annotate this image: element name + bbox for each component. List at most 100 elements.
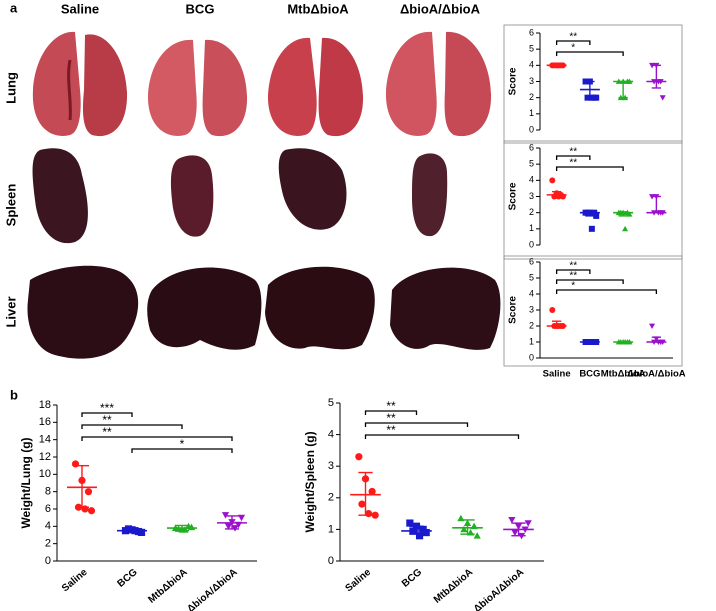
- y-axis-label: Score: [508, 296, 519, 324]
- data-point: [371, 511, 379, 519]
- panel-frame: [503, 24, 683, 144]
- x-tick-label: Saline: [543, 369, 571, 380]
- significance-label: **: [569, 158, 577, 169]
- panel-frame: [503, 140, 683, 260]
- y-tick-label: 10: [39, 468, 51, 480]
- y-tick-label: 1: [529, 223, 534, 233]
- y-tick-label: 18: [39, 399, 51, 411]
- y-tick-label: 16: [39, 416, 51, 428]
- spleen-photo: [412, 153, 448, 237]
- y-tick-label: 2: [529, 207, 534, 217]
- liver-photo: [265, 266, 375, 350]
- significance-bracket: [555, 289, 658, 294]
- column-header: BCG: [186, 1, 215, 16]
- y-tick-label: 5: [529, 159, 534, 169]
- data-point: [71, 460, 80, 468]
- x-tick-label: ΔbioA/ΔbioA: [627, 369, 686, 380]
- y-tick-label: 6: [529, 256, 534, 266]
- y-tick-label: 5: [328, 397, 334, 409]
- significance-bracket: [555, 51, 624, 56]
- y-tick-label: 1: [328, 523, 334, 535]
- significance-label: **: [569, 261, 577, 272]
- spleen-photo: [32, 148, 88, 244]
- y-tick-label: 12: [39, 451, 51, 463]
- liver-photo: [147, 267, 262, 350]
- y-tick-label: 3: [328, 460, 334, 472]
- y-axis-label: Score: [508, 182, 519, 210]
- data-point: [588, 225, 595, 232]
- data-point: [473, 532, 481, 539]
- liver-photo: [390, 267, 501, 350]
- y-tick-label: 3: [529, 76, 534, 86]
- y-tick-label: 1: [529, 108, 534, 118]
- y-tick-label: 5: [529, 44, 534, 54]
- row-label: Lung: [3, 72, 18, 104]
- data-point: [406, 519, 414, 527]
- significance-bracket: [364, 422, 469, 427]
- significance-label: **: [569, 147, 577, 158]
- y-tick-label: 4: [328, 429, 334, 441]
- significance-bracket: [81, 412, 133, 417]
- significance-label: **: [102, 413, 112, 427]
- y-tick-label: 0: [328, 555, 334, 567]
- y-tick-label: 8: [45, 486, 51, 498]
- significance-bracket: [555, 166, 624, 171]
- y-tick-label: 3: [529, 304, 534, 314]
- significance-bracket: [81, 436, 233, 441]
- column-header: MtbΔbioA: [287, 1, 349, 16]
- significance-bracket: [364, 410, 418, 415]
- significance-bracket: [555, 279, 624, 284]
- panel-frame: [503, 255, 683, 367]
- y-axis-label: Weight/Lung (g): [19, 437, 33, 528]
- data-point: [137, 528, 146, 536]
- y-tick-label: 4: [529, 175, 534, 185]
- y-tick-label: 3: [529, 191, 534, 201]
- data-point: [237, 514, 246, 522]
- lung-photo: [147, 39, 248, 137]
- x-tick-label: MtbΔbioA: [601, 369, 646, 380]
- significance-label: ***: [100, 401, 114, 415]
- y-tick-label: 0: [45, 555, 51, 567]
- lung-photo: [32, 31, 128, 137]
- column-header: Saline: [61, 1, 99, 16]
- y-tick-label: 4: [45, 520, 51, 532]
- significance-label: *: [571, 43, 575, 54]
- data-point: [508, 517, 516, 524]
- data-point: [84, 488, 93, 496]
- y-tick-label: 14: [39, 434, 51, 446]
- y-axis-label: Weight/Spleen (g): [303, 431, 317, 532]
- y-tick-label: 2: [328, 492, 334, 504]
- data-point: [549, 177, 556, 184]
- data-point: [622, 225, 629, 232]
- y-tick-label: 2: [529, 92, 534, 102]
- panel-label: b: [10, 387, 18, 402]
- significance-label: *: [180, 437, 185, 451]
- y-tick-label: 6: [45, 503, 51, 515]
- significance-label: **: [569, 32, 577, 43]
- x-tick-label: BCG: [579, 369, 600, 380]
- significance-bracket: [555, 269, 591, 274]
- organ-photos: [27, 31, 501, 359]
- y-tick-label: 2: [45, 538, 51, 550]
- data-point: [224, 523, 233, 530]
- y-tick-label: 4: [529, 288, 534, 298]
- y-tick-label: 0: [529, 239, 534, 249]
- significance-bracket: [131, 448, 233, 453]
- data-point: [368, 487, 376, 496]
- significance-label: **: [569, 271, 577, 282]
- panel-label: a: [10, 0, 18, 15]
- data-point: [511, 529, 519, 537]
- y-tick-label: 0: [529, 352, 534, 362]
- spleen-photo: [170, 155, 214, 237]
- significance-label: **: [386, 399, 396, 413]
- data-point: [626, 211, 633, 217]
- data-point: [549, 307, 556, 313]
- significance-label: **: [102, 425, 112, 439]
- significance-label: **: [386, 411, 396, 425]
- data-point: [422, 528, 430, 537]
- spleen-photo: [278, 148, 347, 230]
- data-point: [649, 323, 656, 329]
- significance-label: **: [386, 423, 396, 437]
- y-tick-label: 5: [529, 272, 534, 282]
